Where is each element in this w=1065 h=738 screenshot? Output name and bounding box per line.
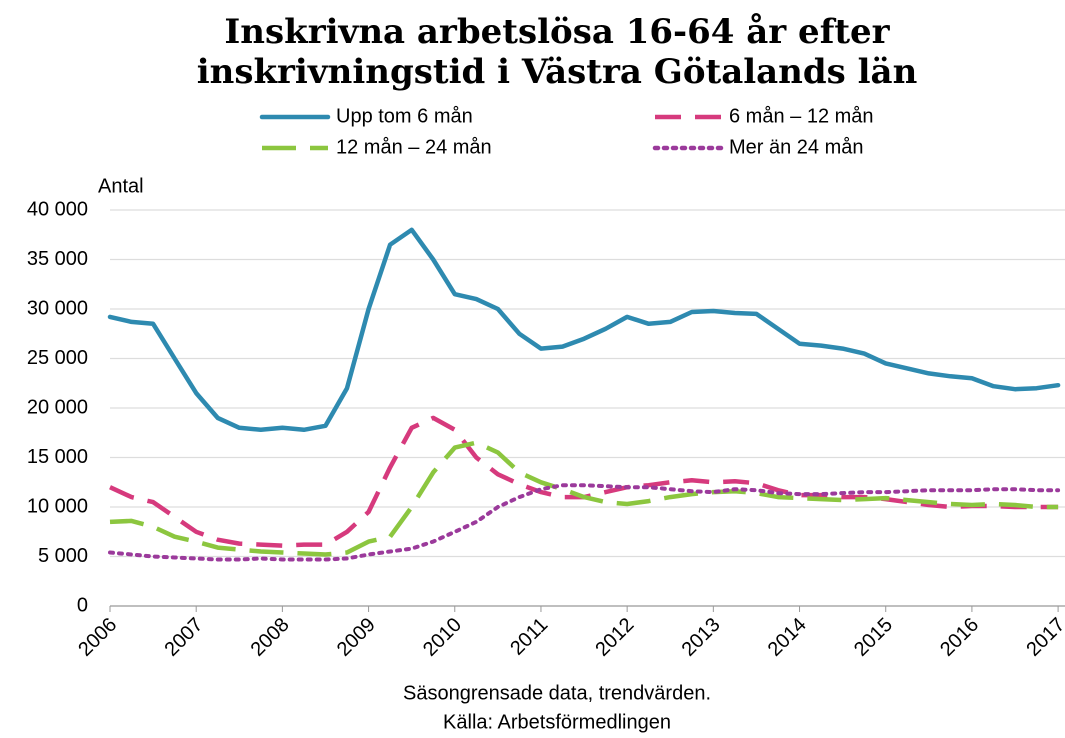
- x-tick-label: 2010: [419, 614, 466, 661]
- series-line: [107, 227, 1061, 433]
- legend-label: 6 mån – 12 mån: [729, 105, 874, 127]
- x-tick-label: 2013: [678, 614, 725, 661]
- chart-title: Inskrivna arbetslösa 16-64 år efter: [224, 12, 890, 52]
- x-tick-label: 2009: [333, 614, 380, 661]
- y-tick-label: 30 000: [27, 297, 88, 319]
- x-tick-label: 2014: [764, 614, 811, 661]
- legend-label: Mer än 24 mån: [729, 136, 864, 158]
- footer: Källa: Arbetsförmedlingen: [443, 711, 671, 733]
- y-axis-label: Antal: [98, 175, 144, 197]
- y-tick-label: 5 000: [38, 545, 88, 567]
- y-tick-label: 35 000: [27, 248, 88, 270]
- y-tick-label: 10 000: [27, 495, 88, 517]
- x-tick-label: 2017: [1022, 614, 1065, 661]
- x-tick-label: 2015: [850, 614, 897, 661]
- y-tick-label: 25 000: [27, 347, 88, 369]
- legend-label: 12 mån – 24 mån: [336, 136, 492, 158]
- series-line: [109, 415, 1059, 548]
- series-line: [109, 440, 1059, 557]
- x-tick-label: 2007: [160, 614, 207, 661]
- y-tick-label: 0: [77, 594, 88, 616]
- x-tick-label: 2011: [506, 614, 552, 660]
- legend-label: Upp tom 6 mån: [336, 105, 473, 127]
- x-tick-label: 2012: [591, 614, 638, 661]
- series-line: [108, 483, 1061, 562]
- y-tick-label: 20 000: [27, 396, 88, 418]
- chart-subtitle: inskrivningstid i Västra Götalands län: [197, 52, 918, 92]
- x-tick-label: 2006: [74, 614, 121, 661]
- footer: Säsongrensade data, trendvärden.: [403, 682, 711, 704]
- x-tick-label: 2008: [247, 614, 294, 661]
- y-tick-label: 40 000: [27, 198, 88, 220]
- y-tick-label: 15 000: [27, 446, 88, 468]
- x-tick-label: 2016: [936, 614, 983, 661]
